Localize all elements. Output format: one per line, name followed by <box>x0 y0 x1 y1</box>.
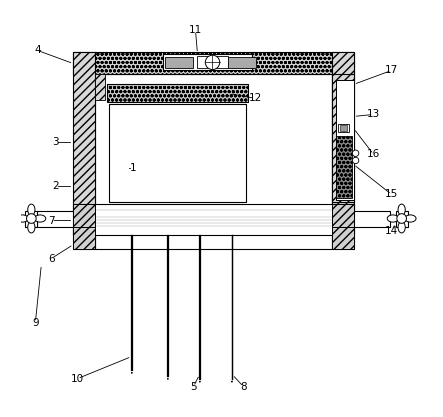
Ellipse shape <box>387 215 398 222</box>
Ellipse shape <box>28 222 35 233</box>
Bar <box>332 74 354 203</box>
Bar <box>163 53 252 70</box>
Text: 17: 17 <box>385 65 398 75</box>
Bar <box>95 74 105 100</box>
Text: 5: 5 <box>190 382 197 392</box>
Text: 13: 13 <box>367 109 380 119</box>
Circle shape <box>397 214 406 224</box>
Bar <box>198 56 228 68</box>
Circle shape <box>27 214 36 224</box>
Bar <box>25 211 37 226</box>
Bar <box>107 84 248 103</box>
Ellipse shape <box>405 215 416 222</box>
Bar <box>332 53 354 249</box>
Text: 2: 2 <box>52 181 58 191</box>
Circle shape <box>205 55 220 70</box>
Ellipse shape <box>28 204 35 215</box>
Bar <box>228 57 256 68</box>
Text: 16: 16 <box>367 149 380 159</box>
Bar <box>340 125 347 131</box>
Text: 6: 6 <box>48 254 54 264</box>
Text: 1: 1 <box>130 163 137 173</box>
Bar <box>332 204 354 226</box>
Bar <box>165 57 194 68</box>
Text: 12: 12 <box>249 93 262 103</box>
Bar <box>74 204 95 226</box>
Bar <box>37 211 74 227</box>
Text: 14: 14 <box>385 226 398 236</box>
Bar <box>338 123 349 133</box>
Bar <box>74 204 354 234</box>
Text: 15: 15 <box>385 189 398 199</box>
Bar <box>74 53 354 74</box>
Bar <box>336 136 352 198</box>
Bar <box>109 104 245 203</box>
Circle shape <box>352 157 359 163</box>
Bar <box>74 53 95 249</box>
Bar <box>336 80 354 201</box>
Text: 9: 9 <box>32 318 39 328</box>
Text: 7: 7 <box>48 216 54 226</box>
Bar <box>74 226 95 249</box>
Bar <box>332 226 354 249</box>
Text: 4: 4 <box>34 45 41 55</box>
Text: 10: 10 <box>71 374 84 384</box>
Bar <box>396 211 408 226</box>
Text: 3: 3 <box>52 138 58 148</box>
Bar <box>354 211 390 227</box>
Text: 11: 11 <box>189 25 202 35</box>
Ellipse shape <box>398 222 405 233</box>
Circle shape <box>352 150 359 156</box>
Ellipse shape <box>17 215 28 222</box>
Ellipse shape <box>398 204 405 215</box>
Text: 8: 8 <box>240 382 247 392</box>
Ellipse shape <box>35 215 46 222</box>
Bar <box>95 74 332 249</box>
